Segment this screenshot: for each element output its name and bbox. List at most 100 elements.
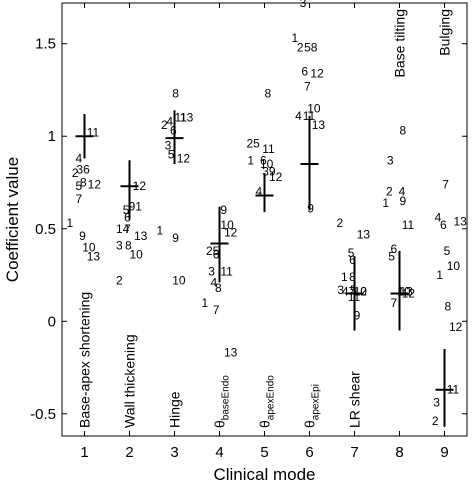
data-point-label: 11: [348, 290, 361, 304]
data-point-label: 12: [310, 66, 324, 80]
data-point-label: 13: [134, 229, 148, 243]
data-point-label: 13: [180, 111, 194, 125]
data-point-label: 1: [436, 268, 443, 282]
data-point-label: 6: [124, 211, 131, 225]
data-point-label: 8: [445, 299, 452, 313]
data-point-label: 9: [400, 194, 407, 208]
mode-label-2: Wall thickening: [122, 334, 138, 428]
data-point-label: 3: [165, 138, 172, 152]
x-tick-label: 9: [440, 444, 448, 461]
data-point-label: 6: [170, 124, 177, 138]
data-point-label: 13: [312, 118, 326, 132]
data-point-label: 4: [295, 109, 302, 123]
data-point-label: 8: [80, 175, 87, 189]
data-point-label: 7: [76, 192, 83, 206]
data-point-label: 10: [260, 157, 274, 171]
data-point-label: 8: [265, 87, 272, 101]
data-point-label: 1: [67, 216, 74, 230]
data-point-label: 12: [449, 320, 463, 334]
data-point-label: 10: [82, 240, 96, 254]
data-point-label: 13: [224, 346, 238, 360]
data-point-label: 9: [307, 201, 314, 215]
data-point-label: 11: [175, 111, 188, 125]
data-point-label: 11: [303, 109, 316, 123]
data-point-label: 91: [129, 200, 143, 214]
data-point-label: 13: [400, 285, 414, 299]
data-point-label: 4: [166, 114, 173, 128]
data-point-label: 6: [440, 218, 447, 232]
data-point-label: 10: [130, 248, 144, 262]
mode-label-9: Bulging: [437, 9, 453, 56]
data-point-label: 5: [168, 148, 175, 162]
x-tick-label: 7: [350, 444, 358, 461]
data-point-label: 1: [341, 270, 348, 284]
data-point-label: 1: [157, 224, 164, 238]
data-point-label: 4: [399, 185, 406, 199]
data-point-label: 5: [350, 283, 357, 297]
data-point-label: 2: [297, 40, 304, 54]
data-point-label: 10: [307, 101, 321, 115]
data-point-label: 5: [388, 250, 395, 264]
mode-label-layer: Base-apex shortening Wall thickening Hinge…: [77, 9, 453, 428]
y-tick-label: 1.5: [35, 36, 56, 53]
data-point-label: 47: [342, 285, 356, 299]
data-point-label: 7: [124, 222, 131, 236]
data-point-label: 14: [116, 222, 130, 236]
data-point-label: 12: [269, 170, 283, 184]
data-point-label: 1: [202, 296, 209, 310]
x-tick-label: 8: [395, 444, 403, 461]
data-point-label: 7: [391, 296, 398, 310]
data-point-label: 10: [447, 259, 461, 273]
data-point-label: 1: [382, 196, 389, 210]
data-point-label: 2: [386, 185, 393, 199]
data-point-label: 3: [337, 283, 344, 297]
data-point-label: 6: [213, 248, 220, 262]
axes-layer: -0.500.511.51 2 3 4 5 6 7 8 9: [30, 3, 467, 461]
data-point-label: 12: [177, 151, 191, 165]
x-tick-label: 3: [170, 444, 178, 461]
data-point-label: 7: [304, 79, 311, 93]
y-tick-label: 1: [48, 128, 56, 145]
y-tick-label: 0.5: [35, 221, 56, 238]
data-point-label: 2: [116, 274, 123, 288]
mode-label-5: θapexEndo: [257, 375, 277, 428]
x-tick-label: 5: [260, 444, 268, 461]
data-point-label: 12: [88, 177, 102, 191]
data-point-label: 2: [161, 118, 168, 132]
mode-label-3: Hinge: [167, 391, 183, 428]
data-point-label: 4: [76, 151, 83, 165]
data-point-label: 7: [213, 303, 220, 317]
data-point-label: 8: [125, 238, 132, 252]
data-point-label: 11: [262, 142, 275, 156]
data-point-label: 6: [391, 242, 398, 256]
data-point-label: 4: [256, 185, 263, 199]
data-point-label: 9: [220, 203, 227, 217]
data-point-label: 10: [397, 285, 411, 299]
data-point-label: 58: [304, 40, 318, 54]
mode-label-8: Base tilting: [392, 9, 408, 77]
y-axis-title: Coefficient value: [3, 157, 22, 282]
data-point-label: 25: [206, 244, 220, 258]
data-point-label: 10: [172, 274, 186, 288]
data-point-label: 6: [301, 64, 308, 78]
data-point-label: 39: [262, 164, 276, 178]
data-point-label: 3: [300, 0, 307, 10]
data-point-label: 9: [79, 229, 86, 243]
data-point-label: 13: [454, 214, 468, 228]
summary-layer: [75, 110, 454, 427]
data-point-label: 10: [220, 218, 234, 232]
data-point-label: 9: [172, 231, 179, 245]
x-tick-label: 2: [125, 444, 133, 461]
data-point-label: 3: [208, 264, 215, 278]
data-point-label: 11: [447, 383, 460, 397]
data-point-label: 13: [357, 227, 371, 241]
data-point-label: 9: [354, 309, 361, 323]
mode-label-6: θapexEpi: [302, 384, 322, 428]
data-point-label: 3: [433, 396, 440, 410]
data-point-label: 8: [400, 124, 407, 138]
y-tick-label: 0: [48, 313, 56, 330]
data-point-label: 6: [349, 253, 356, 267]
data-point-label: 8: [215, 281, 222, 295]
